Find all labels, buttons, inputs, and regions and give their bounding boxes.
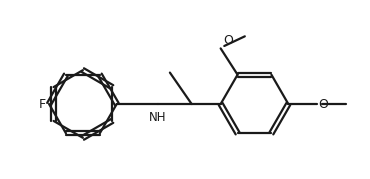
Text: NH: NH <box>149 111 166 124</box>
Text: O: O <box>223 34 233 47</box>
Text: F: F <box>39 98 46 110</box>
Text: O: O <box>319 98 329 110</box>
